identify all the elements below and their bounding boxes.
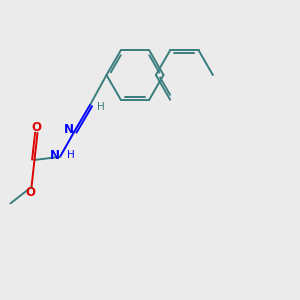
- Text: N: N: [50, 149, 60, 162]
- Text: O: O: [25, 186, 35, 200]
- Text: N: N: [64, 123, 74, 136]
- Text: H: H: [67, 150, 74, 161]
- Text: O: O: [31, 121, 41, 134]
- Text: H: H: [97, 101, 104, 112]
